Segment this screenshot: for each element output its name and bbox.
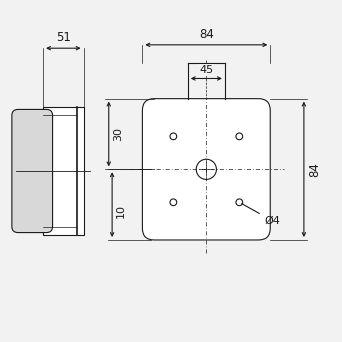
Text: 51: 51 (56, 31, 71, 44)
Text: 84: 84 (308, 162, 321, 177)
Text: 10: 10 (116, 205, 126, 219)
FancyBboxPatch shape (142, 98, 270, 240)
Text: Ø4: Ø4 (242, 203, 280, 226)
Text: 30: 30 (113, 127, 123, 141)
FancyBboxPatch shape (12, 109, 53, 233)
Text: 45: 45 (199, 65, 213, 75)
Text: 84: 84 (199, 28, 214, 41)
Bar (43, 107, 83, 235)
